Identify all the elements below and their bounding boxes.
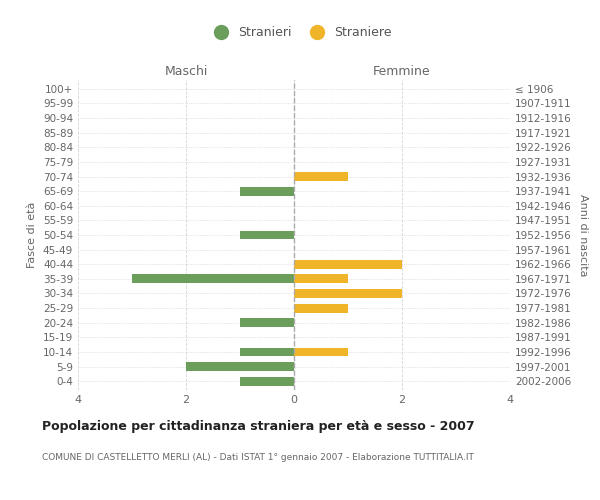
Bar: [294, 289, 402, 298]
Bar: [240, 348, 294, 356]
Bar: [294, 304, 348, 312]
Text: COMUNE DI CASTELLETTO MERLI (AL) - Dati ISTAT 1° gennaio 2007 - Elaborazione TUT: COMUNE DI CASTELLETTO MERLI (AL) - Dati …: [42, 453, 474, 462]
Bar: [240, 230, 294, 239]
Bar: [240, 318, 294, 327]
Legend: Stranieri, Straniere: Stranieri, Straniere: [203, 21, 397, 44]
Bar: [294, 274, 348, 283]
Bar: [294, 172, 348, 181]
Bar: [186, 362, 294, 371]
Text: Femmine: Femmine: [373, 65, 431, 78]
Y-axis label: Anni di nascita: Anni di nascita: [578, 194, 588, 276]
Bar: [132, 274, 294, 283]
Bar: [240, 186, 294, 196]
Text: Maschi: Maschi: [164, 65, 208, 78]
Text: Popolazione per cittadinanza straniera per età e sesso - 2007: Popolazione per cittadinanza straniera p…: [42, 420, 475, 433]
Bar: [294, 260, 402, 268]
Y-axis label: Fasce di età: Fasce di età: [28, 202, 37, 268]
Bar: [240, 377, 294, 386]
Bar: [294, 348, 348, 356]
